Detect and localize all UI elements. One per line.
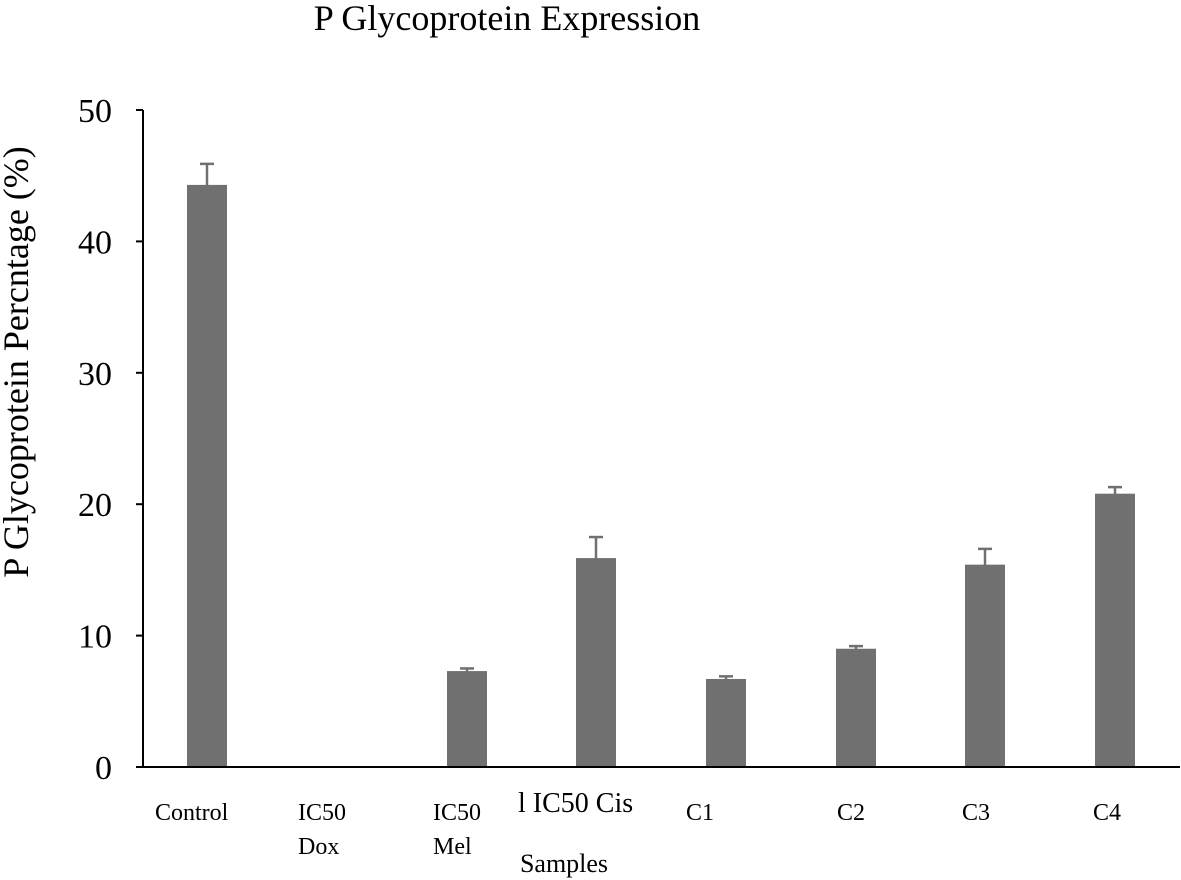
x-tick-label-2: IC50 Mel xyxy=(433,800,481,860)
x-tick-label-3: l IC50 Cis xyxy=(518,788,633,819)
y-axis-label: P Glycoprotein Percntage (%) xyxy=(0,146,36,578)
bar-6 xyxy=(965,564,1005,767)
bar-7 xyxy=(1095,493,1135,767)
bar-3 xyxy=(576,558,616,767)
bars xyxy=(187,184,1135,767)
y-axis-ticks: 0 10 20 30 40 50 xyxy=(78,93,143,787)
bar-2 xyxy=(447,671,487,767)
chart-title: P Glycoprotein Expression xyxy=(314,0,701,38)
y-tick-label-3: 30 xyxy=(78,356,112,393)
x-tick-label-6: C3 xyxy=(962,800,990,826)
y-tick-label-1: 10 xyxy=(78,619,112,656)
x-tick-label-0: Control xyxy=(155,800,229,826)
bar-5 xyxy=(836,648,876,767)
x-tick-label-7: C4 xyxy=(1093,800,1121,826)
x-tick-label-5: C2 xyxy=(837,800,865,826)
error-bars xyxy=(200,162,1122,682)
y-tick-label-0: 0 xyxy=(95,750,112,787)
y-tick-label-4: 40 xyxy=(78,224,112,261)
bar-0 xyxy=(187,184,227,767)
x-axis-label: Samples xyxy=(520,849,608,878)
bar-4 xyxy=(706,678,746,767)
x-axis-ticks: Control IC50 Dox IC50 Mel l IC50 Cis C1 C2 C3 C4 xyxy=(155,788,1121,860)
x-tick-label-1: IC50 Dox xyxy=(298,800,346,860)
x-tick-label-4: C1 xyxy=(686,800,714,826)
y-tick-label-5: 50 xyxy=(78,93,112,130)
y-tick-label-2: 20 xyxy=(78,487,112,524)
